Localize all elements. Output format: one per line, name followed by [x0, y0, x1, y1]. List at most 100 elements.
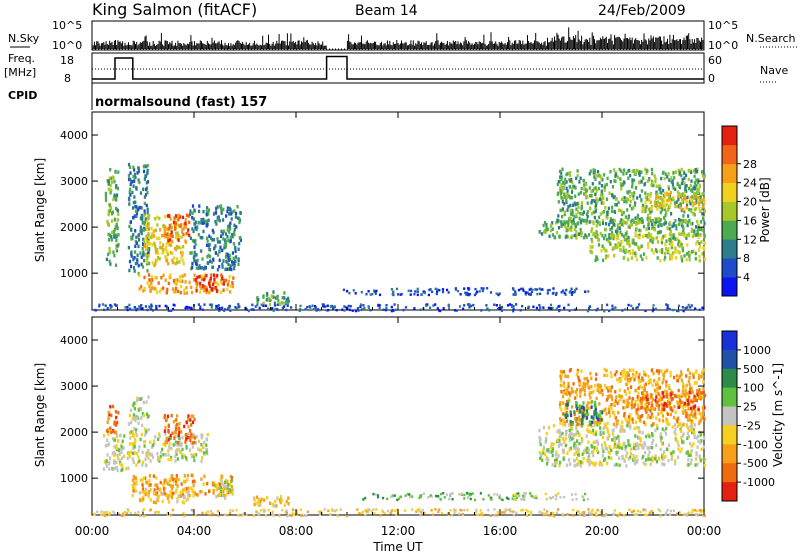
data-cell: [522, 498, 525, 501]
data-cell: [663, 195, 666, 199]
data-cell: [191, 238, 194, 243]
data-cell: [671, 240, 674, 245]
data-cell: [590, 211, 593, 216]
data-cell: [146, 281, 149, 285]
data-cell: [650, 219, 653, 223]
data-cell: [670, 392, 673, 397]
data-cell: [546, 462, 549, 466]
data-cell: [615, 436, 618, 440]
data-cell: [199, 305, 202, 308]
data-cell: [581, 405, 584, 409]
data-cell: [224, 255, 228, 259]
data-cell: [584, 448, 587, 453]
data-cell: [262, 304, 265, 308]
data-cell: [282, 305, 286, 308]
data-cell: [146, 240, 149, 244]
data-cell: [610, 235, 614, 240]
data-cell: [279, 500, 282, 505]
data-cell: [202, 451, 206, 455]
data-cell: [585, 434, 588, 438]
data-cell: [314, 305, 317, 308]
data-cell: [359, 303, 362, 306]
data-cell: [230, 479, 233, 483]
data-cell: [569, 179, 572, 183]
data-cell: [615, 237, 619, 241]
data-cell: [103, 460, 106, 464]
data-cell: [187, 228, 190, 232]
data-cell: [693, 191, 696, 196]
data-cell: [192, 229, 195, 233]
data-cell: [493, 303, 496, 306]
data-cell: [690, 458, 693, 462]
data-cell: [683, 232, 686, 236]
data-cell: [116, 439, 119, 443]
data-cell: [143, 195, 146, 199]
data-cell: [650, 393, 653, 397]
data-cell: [107, 252, 110, 257]
data-cell: [216, 240, 220, 244]
data-cell: [677, 304, 681, 308]
data-cell: [695, 457, 698, 461]
data-cell: [578, 216, 581, 221]
data-cell: [431, 513, 434, 516]
data-cell: [142, 490, 145, 494]
data-cell: [545, 455, 548, 460]
data-cell: [187, 486, 190, 490]
data-cell: [694, 187, 697, 191]
data-cell: [373, 290, 376, 293]
data-cell: [150, 235, 153, 240]
data-cell: [566, 171, 569, 176]
beam-title: Beam 14: [355, 3, 418, 19]
data-cell: [546, 292, 549, 295]
data-cell: [615, 424, 618, 429]
data-cell: [220, 479, 223, 483]
data-cell: [132, 216, 135, 220]
data-cell: [407, 289, 410, 293]
data-cell: [568, 291, 571, 294]
data-cell: [632, 197, 635, 201]
data-cell: [576, 202, 579, 206]
data-cell: [105, 464, 108, 468]
data-cell: [212, 491, 215, 495]
data-cell: [185, 487, 188, 491]
data-cell: [129, 193, 132, 197]
data-cell: [137, 460, 140, 465]
data-cell: [641, 257, 644, 261]
data-cell: [212, 212, 216, 216]
data-cell: [659, 395, 662, 399]
data-cell: [609, 414, 612, 418]
data-cell: [228, 487, 231, 492]
data-cell: [607, 407, 610, 412]
data-cell: [171, 251, 174, 255]
data-cell: [600, 463, 604, 467]
data-cell: [287, 502, 290, 506]
data-cell: [500, 305, 504, 309]
data-cell: [191, 441, 195, 445]
data-cell: [663, 251, 667, 256]
data-cell: [657, 224, 660, 228]
data-cell: [554, 461, 557, 466]
data-cell: [195, 286, 198, 290]
data-cell: [649, 462, 652, 467]
data-cell: [646, 393, 649, 398]
data-cell: [573, 233, 576, 238]
data-cell: [693, 307, 697, 310]
data-cell: [143, 413, 146, 418]
data-cell: [463, 304, 466, 307]
data-cell: [670, 233, 673, 237]
data-cell: [650, 248, 653, 252]
data-cell: [681, 440, 684, 445]
data-cell: [594, 400, 597, 405]
data-cell: [677, 447, 680, 451]
data-cell: [512, 308, 515, 311]
data-cell: [183, 474, 186, 478]
data-cell: [600, 201, 603, 205]
data-cell: [658, 377, 661, 381]
data-cell: [144, 457, 147, 462]
data-cell: [615, 173, 618, 177]
data-cell: [143, 427, 146, 431]
data-cell: [108, 259, 111, 263]
data-cell: [161, 492, 164, 496]
data-cell: [391, 494, 394, 497]
data-cell: [651, 415, 654, 419]
